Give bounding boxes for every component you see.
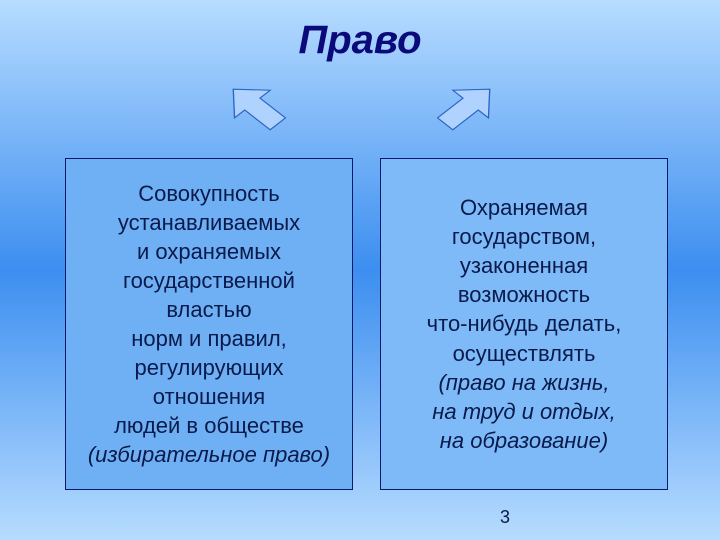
text-line: Охраняемая [389, 193, 659, 222]
text-line: властью [74, 295, 344, 324]
slide-root: Право Совокупностьустанавливаемыхи охран… [0, 0, 720, 540]
text-line: устанавливаемых [74, 208, 344, 237]
slide-title: Право [0, 18, 720, 63]
text-line: узаконенная [389, 251, 659, 280]
text-line-italic: (избирательное право) [74, 440, 344, 469]
page-number: 3 [500, 507, 510, 528]
arrow-left-icon [215, 75, 305, 145]
text-line: и охраняемых [74, 237, 344, 266]
text-line: людей в обществе [74, 411, 344, 440]
text-line-italic: на труд и отдых, [389, 397, 659, 426]
definition-right-text: Охраняемаягосударством,узаконеннаявозмож… [389, 193, 659, 454]
text-line: Совокупность [74, 179, 344, 208]
text-line-italic: (право на жизнь, [389, 368, 659, 397]
text-line-italic: на образование) [389, 426, 659, 455]
text-line: что-нибудь делать, [389, 309, 659, 338]
text-line: осуществлять [389, 339, 659, 368]
definition-left-text: Совокупностьустанавливаемыхи охраняемыхг… [74, 179, 344, 469]
text-line: отношения [74, 382, 344, 411]
text-line: возможность [389, 280, 659, 309]
arrow-right-icon [418, 75, 508, 145]
text-line: регулирующих [74, 353, 344, 382]
text-line: государством, [389, 222, 659, 251]
text-line: норм и правил, [74, 324, 344, 353]
definition-box-left: Совокупностьустанавливаемыхи охраняемыхг… [65, 158, 353, 490]
text-line: государственной [74, 266, 344, 295]
definition-box-right: Охраняемаягосударством,узаконеннаявозмож… [380, 158, 668, 490]
